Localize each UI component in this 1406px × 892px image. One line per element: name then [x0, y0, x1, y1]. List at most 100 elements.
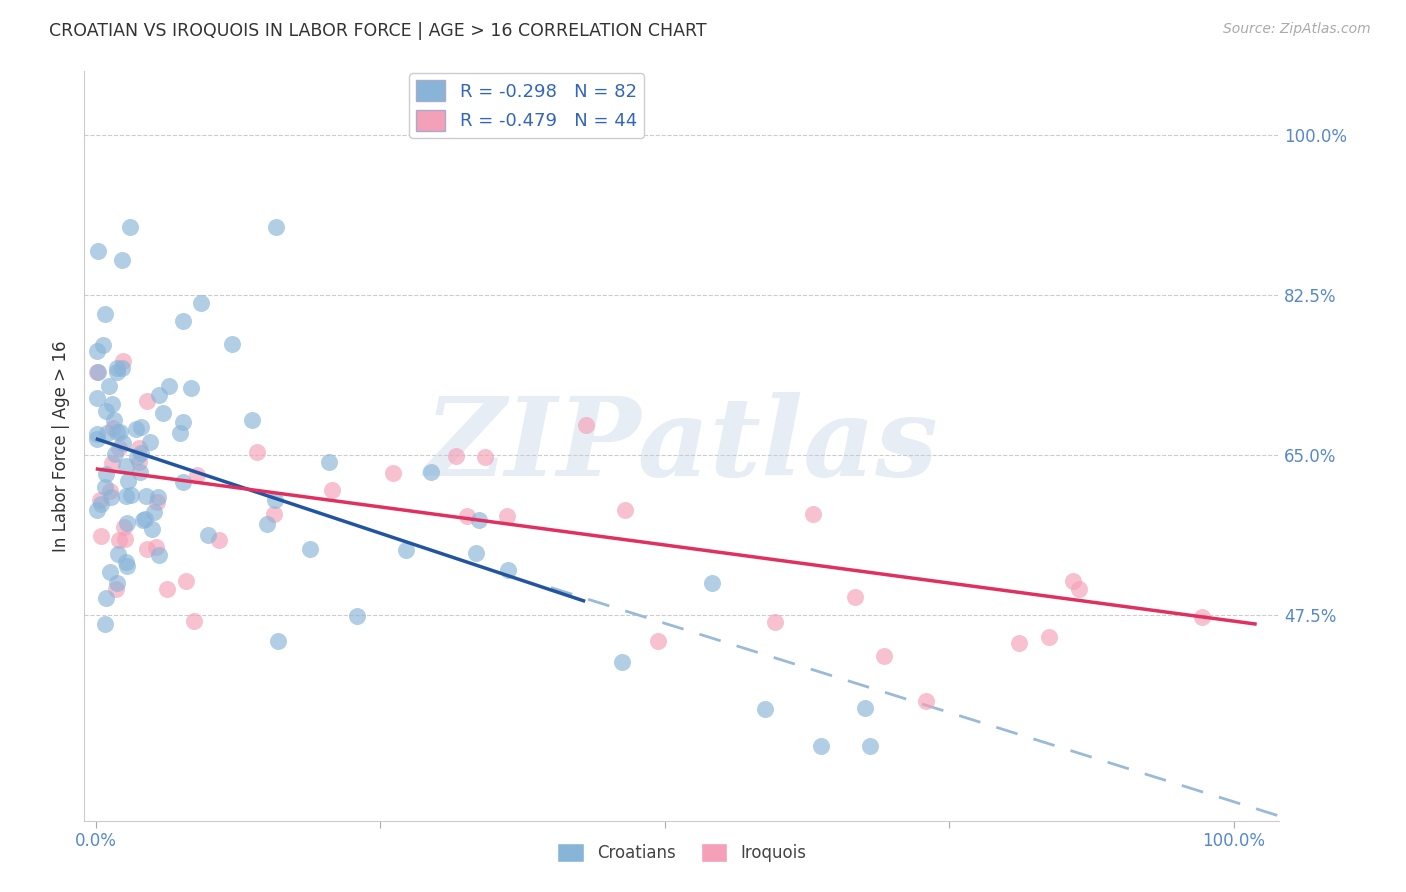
Point — [112, 520, 135, 534]
Text: ZIPatlas: ZIPatlas — [425, 392, 939, 500]
Point — [575, 417, 598, 432]
Point — [382, 467, 405, 481]
Point — [157, 379, 180, 393]
Point — [267, 633, 290, 648]
Point — [420, 466, 443, 480]
Point — [700, 576, 723, 591]
Point — [1067, 582, 1090, 596]
Point — [105, 361, 128, 376]
Point — [93, 307, 115, 321]
Point — [1062, 574, 1084, 588]
Point — [86, 427, 108, 442]
Point — [96, 591, 118, 605]
Point — [90, 497, 112, 511]
Point — [139, 435, 162, 450]
Point — [114, 533, 136, 547]
Point — [873, 649, 896, 664]
Point — [117, 474, 139, 488]
Point — [112, 436, 135, 450]
Point — [107, 547, 129, 561]
Point — [474, 450, 496, 464]
Point — [240, 413, 263, 427]
Point — [763, 615, 786, 630]
Point — [114, 489, 136, 503]
Point — [264, 492, 287, 507]
Point — [96, 425, 118, 440]
Point — [395, 543, 418, 558]
Point — [172, 475, 194, 489]
Point — [346, 608, 368, 623]
Point — [104, 447, 127, 461]
Point — [264, 219, 287, 234]
Point — [127, 450, 149, 464]
Point — [93, 480, 115, 494]
Point — [105, 365, 128, 379]
Point — [134, 512, 156, 526]
Text: CROATIAN VS IROQUOIS IN LABOR FORCE | AGE > 16 CORRELATION CHART: CROATIAN VS IROQUOIS IN LABOR FORCE | AG… — [49, 22, 707, 40]
Point — [120, 488, 142, 502]
Point — [86, 432, 108, 446]
Point — [208, 533, 231, 548]
Point — [108, 533, 131, 547]
Point — [299, 541, 322, 556]
Point — [112, 354, 135, 368]
Point — [86, 502, 108, 516]
Point — [156, 582, 179, 596]
Point — [180, 380, 202, 394]
Point — [98, 484, 121, 499]
Point — [256, 516, 278, 531]
Point — [128, 455, 150, 469]
Point — [647, 633, 669, 648]
Point — [91, 337, 114, 351]
Point — [101, 421, 124, 435]
Point — [859, 739, 882, 753]
Point — [87, 365, 110, 379]
Point — [107, 441, 129, 455]
Point — [172, 416, 194, 430]
Point — [94, 467, 117, 481]
Point — [86, 391, 108, 405]
Point — [141, 522, 163, 536]
Point — [115, 558, 138, 573]
Point — [135, 541, 157, 556]
Point — [321, 483, 343, 497]
Point — [183, 614, 205, 628]
Point — [914, 694, 936, 708]
Point — [496, 508, 519, 523]
Point — [801, 508, 824, 522]
Point — [853, 700, 876, 714]
Point — [86, 344, 108, 359]
Point — [197, 527, 219, 541]
Point — [844, 590, 866, 604]
Point — [86, 365, 108, 379]
Point — [318, 455, 340, 469]
Point — [94, 617, 117, 632]
Point — [89, 493, 111, 508]
Point — [136, 394, 159, 409]
Point — [1008, 636, 1031, 650]
Point — [129, 446, 152, 460]
Point — [101, 456, 124, 470]
Point — [105, 576, 128, 591]
Point — [131, 513, 153, 527]
Point — [118, 219, 141, 234]
Point — [148, 490, 170, 504]
Point — [103, 412, 125, 426]
Point — [186, 467, 208, 482]
Point — [128, 441, 150, 455]
Point — [1038, 630, 1060, 644]
Point — [98, 379, 121, 393]
Point — [810, 739, 832, 753]
Y-axis label: In Labor Force | Age > 16: In Labor Force | Age > 16 — [52, 340, 70, 552]
Point — [610, 655, 633, 669]
Point — [614, 503, 637, 517]
Text: Source: ZipAtlas.com: Source: ZipAtlas.com — [1223, 22, 1371, 37]
Point — [1191, 609, 1213, 624]
Point — [496, 563, 519, 577]
Point — [111, 360, 134, 375]
Point — [221, 337, 243, 351]
Point — [444, 449, 467, 463]
Point — [174, 574, 197, 588]
Point — [90, 529, 112, 543]
Point — [115, 516, 138, 530]
